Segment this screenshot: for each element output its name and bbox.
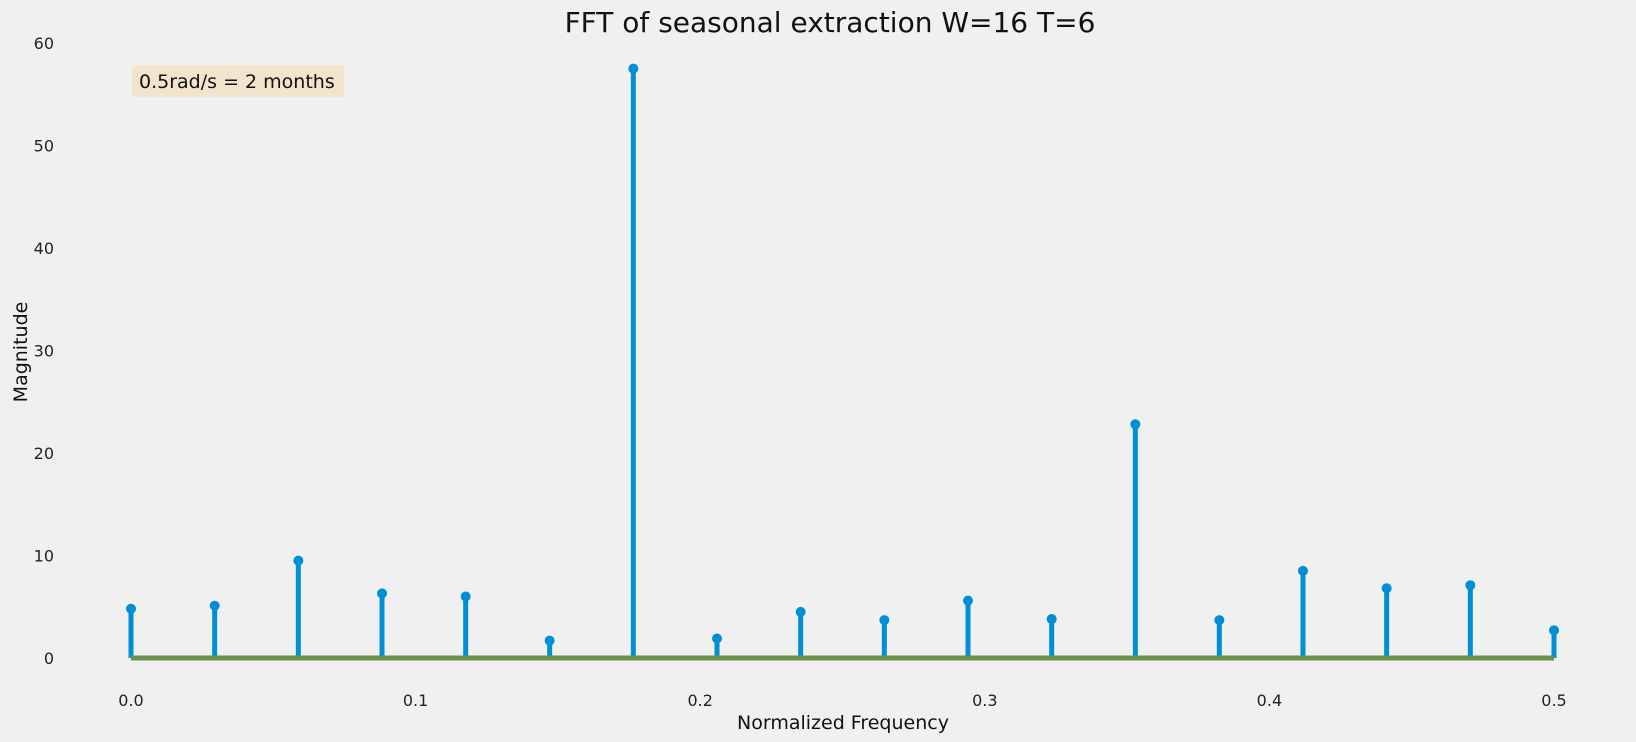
y-tick-label: 50	[34, 137, 54, 156]
y-tick-label: 40	[34, 239, 54, 258]
x-axis-label: Normalized Frequency	[737, 712, 949, 734]
stem-marker	[1549, 625, 1559, 636]
y-tick-label: 30	[34, 342, 54, 361]
y-tick-label: 0	[44, 649, 54, 668]
stem-marker	[1046, 614, 1057, 625]
y-tick-label: 10	[34, 547, 54, 566]
stem-marker	[1297, 565, 1308, 576]
stem-marker	[628, 63, 639, 74]
stem-marker	[377, 588, 388, 599]
x-tick-label: 0.4	[1257, 691, 1282, 710]
stem-marker	[1130, 419, 1141, 430]
chart-title: FFT of seasonal extraction W=16 T=6	[565, 6, 1096, 39]
x-tick-label: 0.5	[1541, 691, 1566, 710]
x-tick-label: 0.2	[687, 691, 712, 710]
stem-marker	[1465, 580, 1476, 591]
y-axis-label: Magnitude	[10, 302, 32, 403]
x-tick-label: 0.3	[972, 691, 997, 710]
stem-marker	[126, 603, 136, 614]
y-tick-label: 20	[34, 444, 54, 463]
x-axis-ticks: 0.0 0.1 0.2 0.3 0.4 0.5	[118, 691, 1566, 710]
stem-marker	[293, 555, 304, 566]
stem-marker	[209, 600, 220, 611]
stem-marker	[544, 635, 555, 646]
annotation-text: 0.5rad/s = 2 months	[139, 71, 335, 93]
stem-marker	[460, 591, 471, 602]
y-tick-label: 60	[34, 34, 54, 53]
stem-marker	[963, 595, 974, 606]
stem-marker	[1381, 583, 1392, 594]
annotation-box: 0.5rad/s = 2 months	[132, 65, 344, 97]
stem-series	[126, 63, 1559, 658]
stem-marker	[879, 615, 890, 626]
stem-marker	[1214, 615, 1225, 626]
annotation-background	[132, 65, 344, 97]
stem-marker	[795, 606, 806, 617]
x-tick-label: 0.0	[118, 691, 143, 710]
stem-marker	[711, 633, 722, 644]
y-axis-ticks: 0 10 20 30 40 50 60	[34, 34, 54, 668]
x-tick-label: 0.1	[403, 691, 428, 710]
